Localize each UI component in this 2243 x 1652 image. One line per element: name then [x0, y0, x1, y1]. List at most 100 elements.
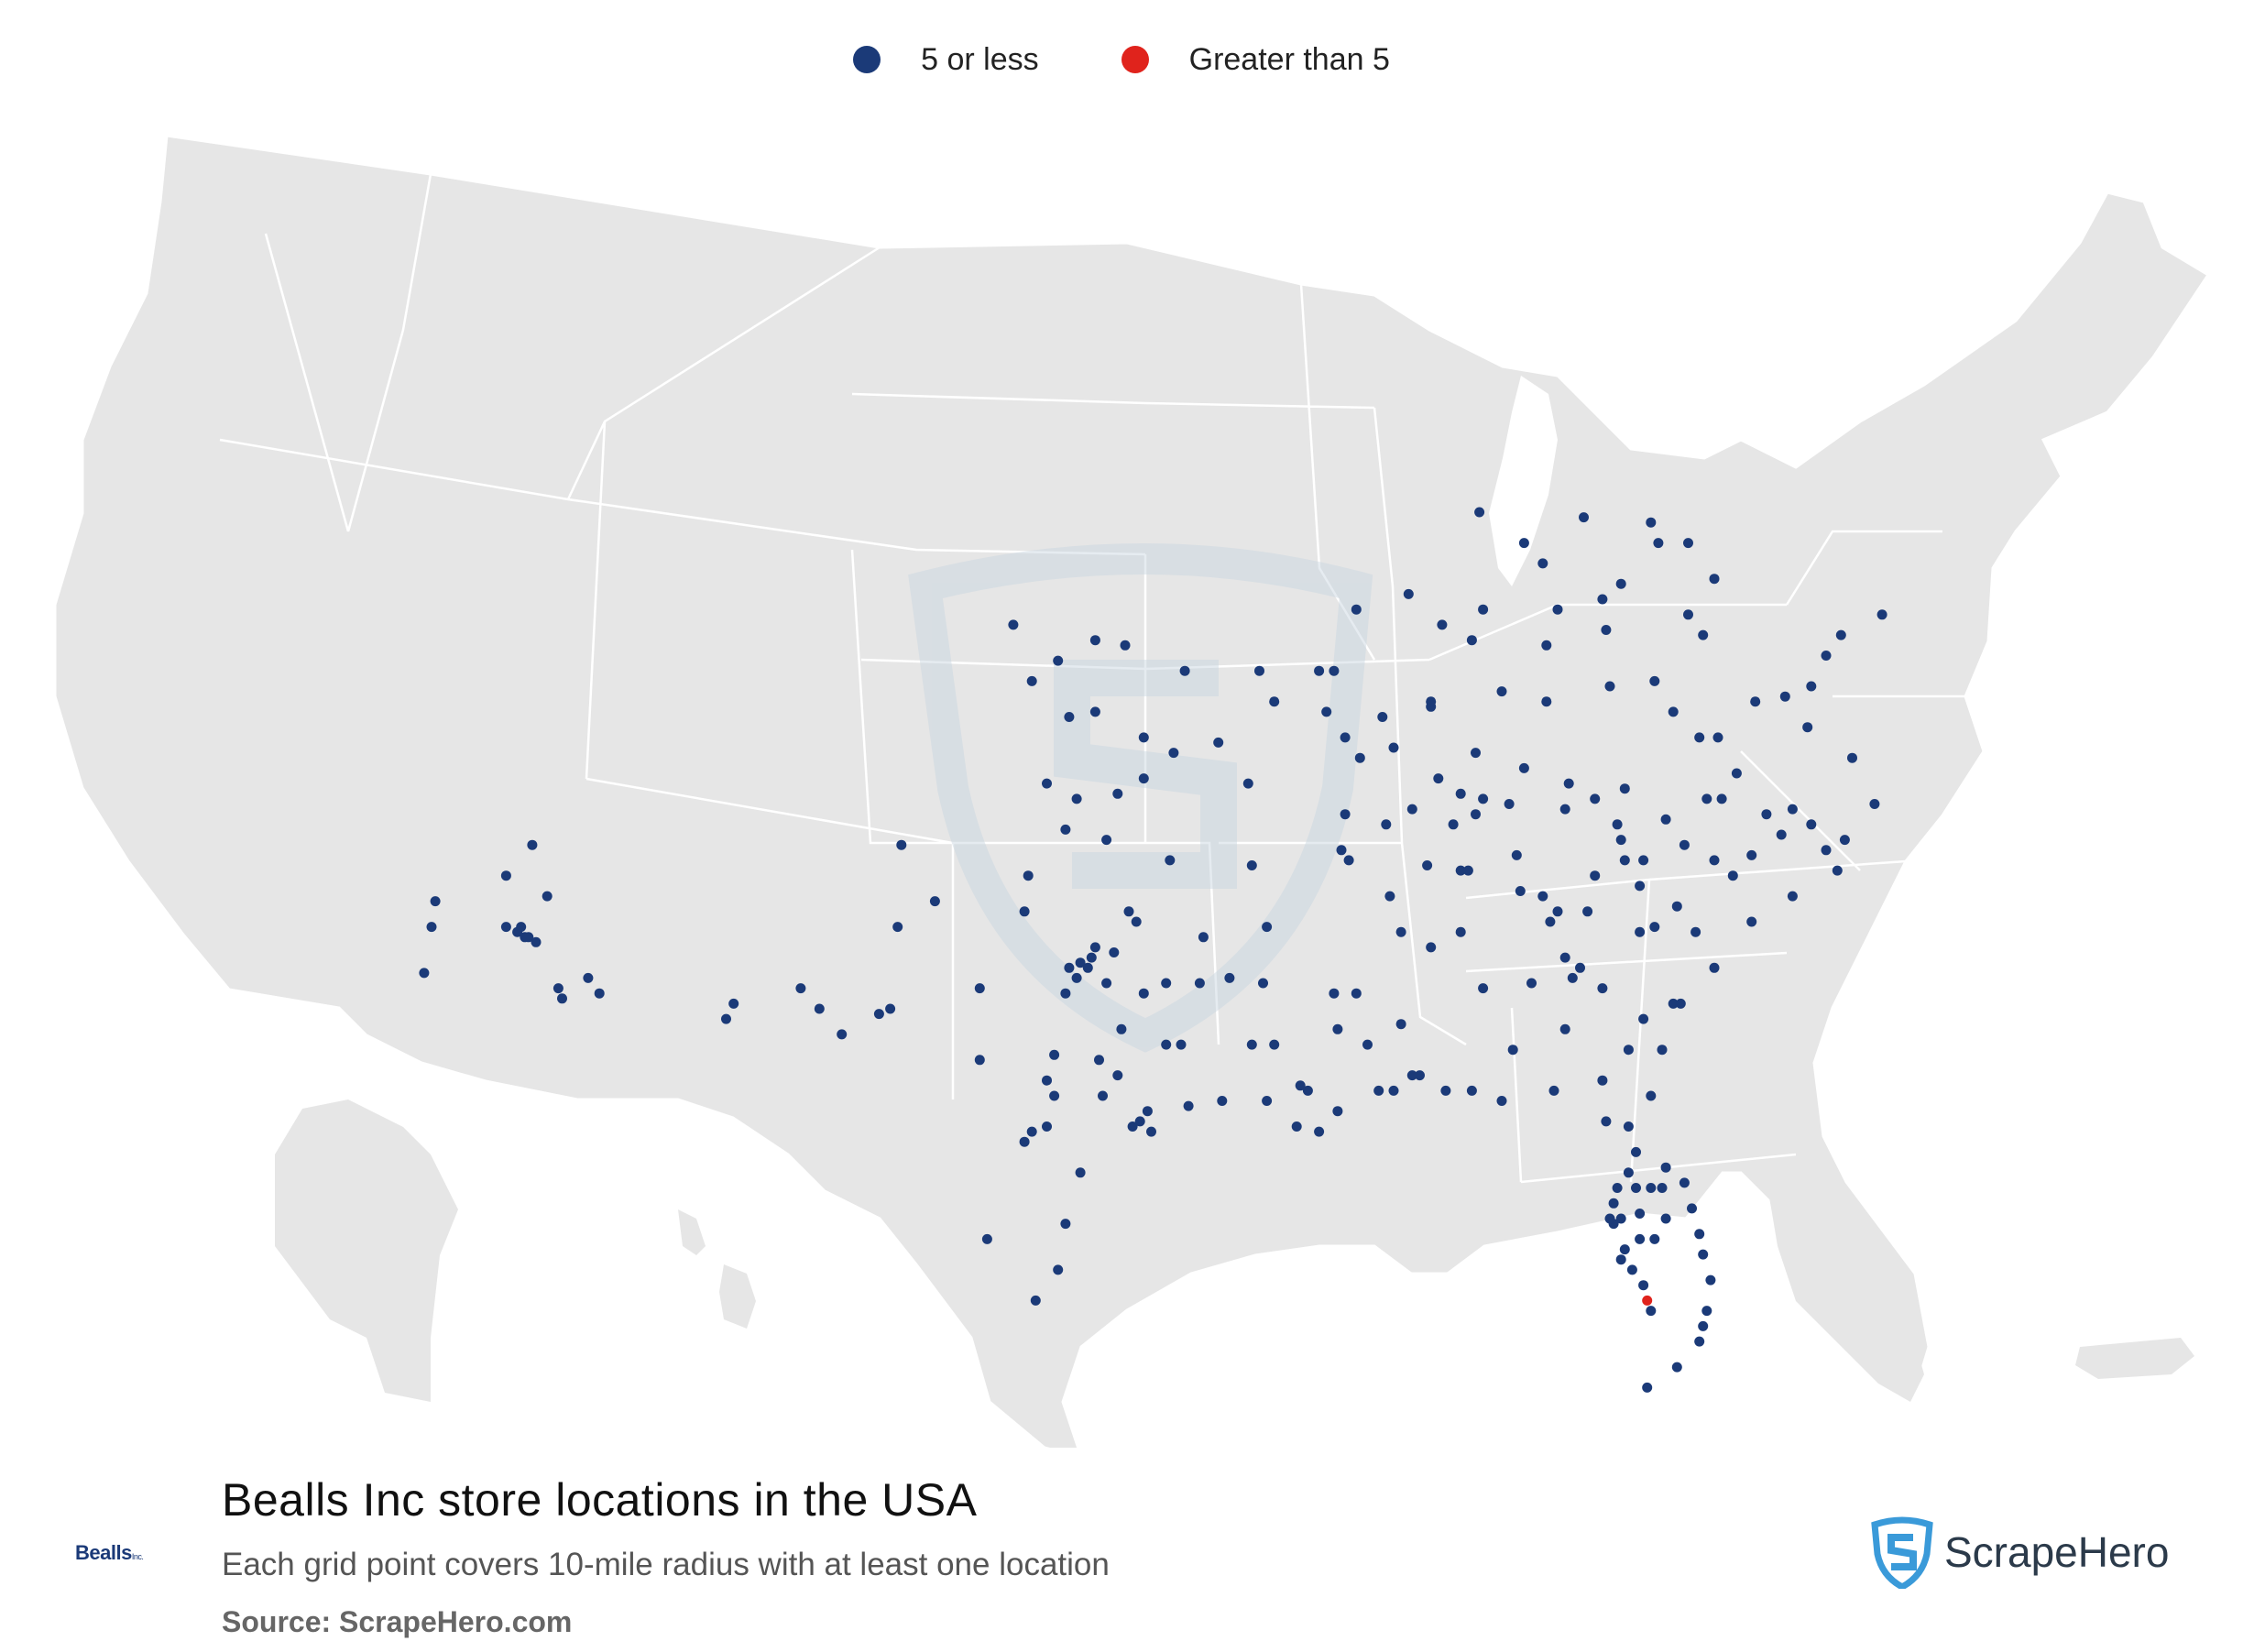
location-point-low [1806, 681, 1817, 692]
location-point-low [1511, 849, 1522, 860]
location-point-low [1042, 1075, 1052, 1086]
location-point-low [1653, 538, 1664, 549]
us-map [0, 55, 2243, 1448]
location-point-low [1660, 1213, 1671, 1224]
location-point-low [1709, 574, 1720, 585]
location-point-low [1698, 1249, 1709, 1260]
location-point-low [1623, 1121, 1634, 1132]
location-point-low [929, 896, 940, 907]
location-point-low [1802, 722, 1813, 733]
location-point-low [1668, 706, 1679, 717]
location-point-low [553, 983, 563, 994]
lake-michigan [1489, 376, 1558, 586]
location-point-low [1478, 793, 1489, 804]
location-point-low [1448, 819, 1459, 830]
location-point-low [1646, 1183, 1657, 1193]
location-point-low [1246, 860, 1257, 870]
location-point-low [1635, 1209, 1646, 1219]
location-point-low [1518, 762, 1529, 773]
location-point-low [1332, 1106, 1343, 1117]
legend-label-high: Greater than 5 [1188, 41, 1390, 77]
location-point-low [1646, 1090, 1657, 1101]
location-point-low [1690, 926, 1701, 937]
location-point-low [1082, 962, 1093, 973]
location-point-low [1705, 1275, 1716, 1285]
location-point-low [1698, 1320, 1709, 1331]
location-point-low [1089, 706, 1100, 717]
location-point-low [1440, 1085, 1451, 1096]
location-point-low [1462, 865, 1473, 876]
location-point-low [1727, 870, 1738, 881]
location-point-low [500, 922, 511, 933]
location-point-low [1089, 635, 1100, 646]
location-point-low [1694, 732, 1705, 743]
location-point-low [1422, 860, 1433, 870]
location-point-low [1406, 804, 1417, 815]
location-point-low [1597, 1075, 1608, 1086]
location-point-low [1612, 1183, 1623, 1193]
location-point-low [1701, 793, 1712, 804]
location-point-low [1559, 1023, 1570, 1034]
legend-item-high: Greater than 5 [1121, 41, 1390, 78]
location-point-low [1496, 1096, 1507, 1106]
location-point-low [1806, 819, 1817, 830]
location-point-low [1314, 1126, 1325, 1137]
location-point-low [873, 1009, 884, 1020]
location-point-low [1161, 978, 1172, 989]
location-point-low [1832, 865, 1843, 876]
legend-item-low: 5 or less [853, 42, 1039, 78]
location-point-low [1415, 1070, 1425, 1081]
location-point-low [1455, 788, 1466, 799]
location-point-low [1023, 870, 1034, 881]
location-point-low [1668, 998, 1679, 1009]
location-point-low [1026, 1126, 1037, 1137]
location-point-low [1030, 1295, 1041, 1306]
location-point-low [1541, 696, 1552, 707]
location-point-low [1362, 1039, 1373, 1050]
location-point-low [1269, 1039, 1280, 1050]
location-point-low [1683, 538, 1693, 549]
location-point-low [1638, 855, 1649, 866]
location-point-low [728, 998, 739, 1009]
location-point-low [1146, 1126, 1156, 1137]
location-point-low [1746, 849, 1757, 860]
location-point-low [1615, 578, 1626, 589]
land-group [53, 134, 2211, 1448]
location-point-low [1590, 793, 1601, 804]
location-point-high [1642, 1295, 1653, 1306]
location-point-low [1548, 1085, 1559, 1096]
location-point-low [1426, 696, 1437, 707]
location-point-low [1053, 1264, 1064, 1275]
location-point-low [1478, 983, 1489, 994]
location-point-low [1131, 916, 1142, 927]
location-point-low [1026, 675, 1037, 686]
location-point-low [1679, 839, 1690, 850]
location-point-low [1089, 942, 1100, 953]
location-point-low [1635, 881, 1646, 892]
legend-dot-low [853, 46, 881, 73]
location-point-low [1675, 998, 1686, 1009]
location-point-low [1694, 1336, 1705, 1347]
location-point-low [1619, 783, 1630, 794]
location-point-low [1426, 942, 1437, 953]
florida-peninsula [1768, 1164, 1924, 1402]
location-point-low [1601, 1116, 1612, 1127]
legend-label-low: 5 or less [921, 41, 1039, 77]
location-point-low [1123, 906, 1134, 917]
location-point-low [1537, 558, 1548, 569]
location-point-low [1112, 788, 1123, 799]
location-point-low [1638, 1280, 1649, 1291]
location-point-low [1608, 1198, 1619, 1209]
location-point-low [1671, 901, 1682, 912]
location-point-low [1679, 1177, 1690, 1188]
location-point-low [1552, 604, 1563, 615]
location-point-low [1626, 1264, 1637, 1275]
location-point-low [1213, 737, 1224, 748]
location-point-low [1269, 696, 1280, 707]
location-point-low [1575, 962, 1585, 973]
location-point-low [1053, 655, 1064, 666]
location-point-low [1049, 1049, 1060, 1060]
location-point-low [1496, 686, 1507, 697]
location-point-low [1262, 922, 1273, 933]
location-point-low [531, 936, 542, 947]
